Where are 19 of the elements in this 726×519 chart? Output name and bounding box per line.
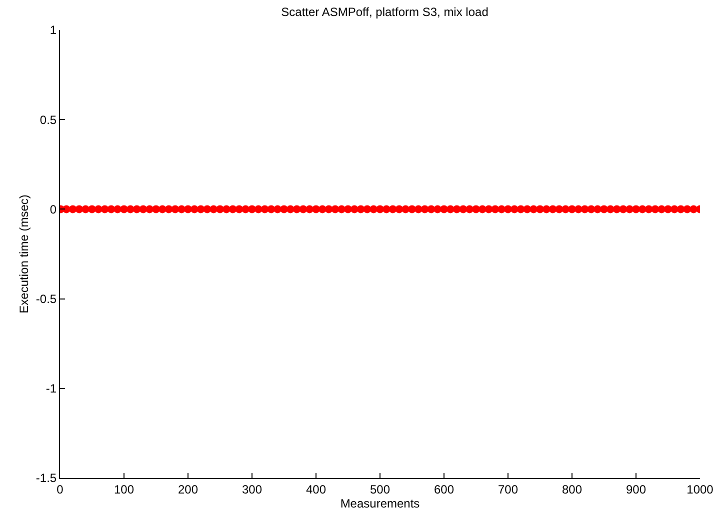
x-tick-label: 1000 <box>686 482 714 496</box>
x-tick-label: 600 <box>434 482 454 496</box>
y-tick-label: 0.5 <box>40 112 57 127</box>
x-tick-label: 300 <box>242 482 262 496</box>
chart-title: Scatter ASMPoff, platform S3, mix load <box>281 5 488 20</box>
x-tick-label: 900 <box>626 482 646 496</box>
x-tick-label: 800 <box>562 482 582 496</box>
y-tick-label: -1.5 <box>36 471 57 486</box>
y-tick-label: 0 <box>50 202 57 216</box>
y-tick-label: 1 <box>50 23 57 38</box>
y-tick-label: -1 <box>46 382 57 396</box>
x-tick-label: 100 <box>114 482 134 496</box>
x-tick-label: 400 <box>306 482 326 496</box>
x-tick-label: 200 <box>178 482 198 496</box>
x-tick-label: 500 <box>370 482 390 496</box>
y-tick-label: -0.5 <box>36 292 57 306</box>
x-axis-title: Measurements <box>340 496 420 510</box>
x-tick-label: 700 <box>498 482 518 496</box>
y-axis-title: Execution time (msec) <box>17 194 32 314</box>
